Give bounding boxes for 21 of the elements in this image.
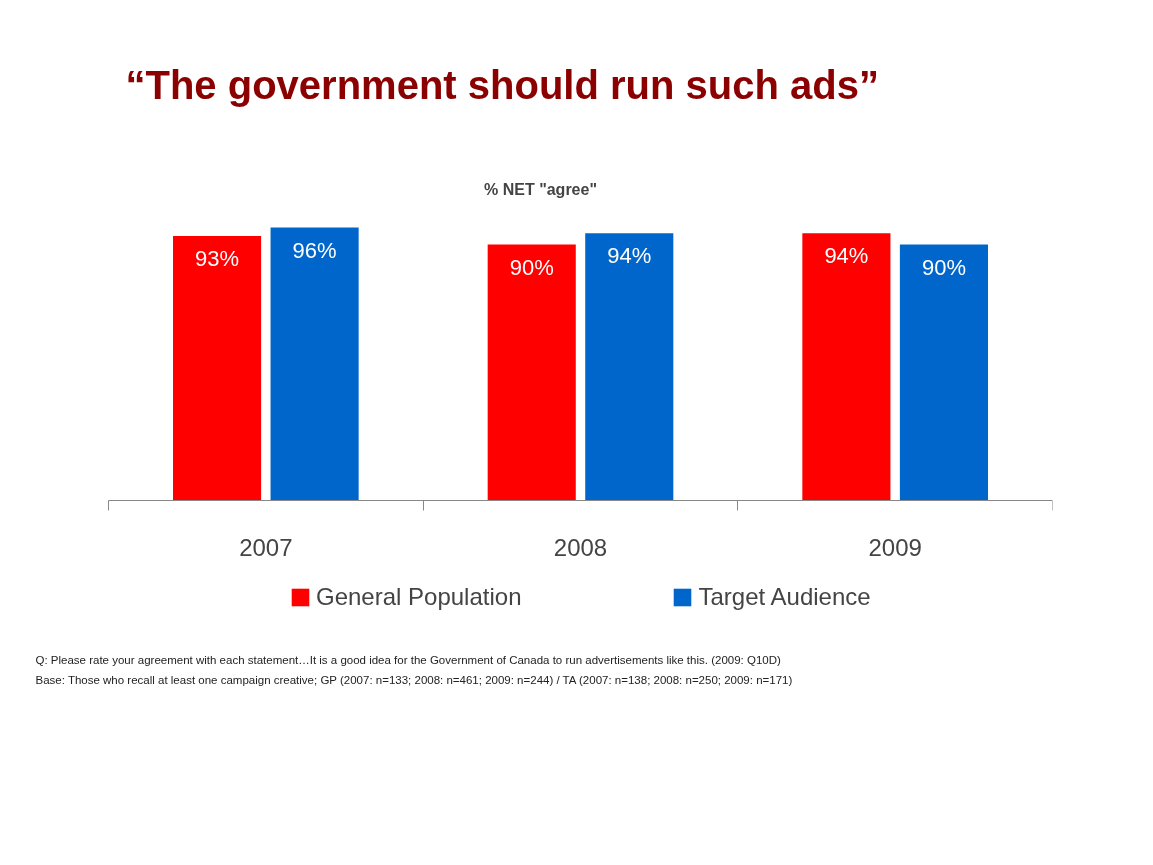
legend-label: Target Audience — [698, 583, 871, 611]
chart-title: “The government should run such ads” — [125, 62, 879, 107]
bar — [585, 233, 674, 501]
data-label: 93% — [195, 246, 240, 272]
bar — [802, 233, 891, 501]
text: Q: Please rate your agreement with each statement…It is a good idea for the Government of Canada to run advertisements like this. (2009: Q10D) — [35, 653, 781, 666]
data-label: 94% — [824, 243, 869, 269]
bar — [899, 244, 988, 501]
x-tick-label: 2009 — [868, 533, 922, 561]
bar — [270, 227, 359, 501]
data-label: 90% — [921, 254, 966, 280]
chart-subtitle: % NET "agree" — [484, 180, 597, 198]
data-label: 90% — [509, 254, 554, 280]
x-tick-label: 2007 — [239, 533, 293, 561]
text: Base: Those who recall at least one campaign creative; GP (2007: n=133; 2008: n=461; 2009: n=244) / TA (2007: n=138; 2008: n=250; 2009: n=171) — [35, 673, 793, 686]
data-label: 94% — [607, 243, 652, 269]
bar — [173, 236, 262, 501]
data-label: 96% — [292, 237, 337, 263]
bar — [487, 244, 576, 501]
legend-label: General Population — [316, 583, 522, 611]
x-tick-label: 2008 — [553, 533, 608, 561]
